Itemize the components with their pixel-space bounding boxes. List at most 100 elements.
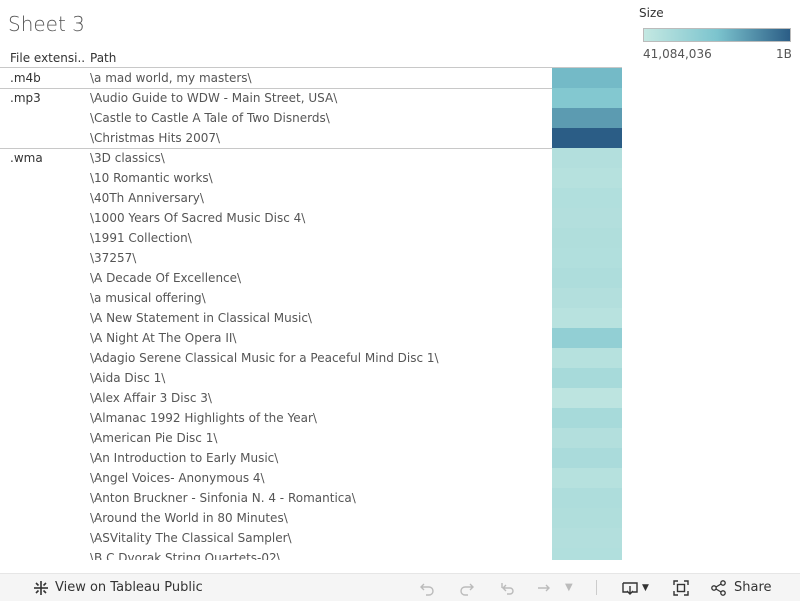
table-row[interactable]: \American Pie Disc 1\ bbox=[0, 428, 622, 448]
size-heat-cell[interactable] bbox=[552, 108, 622, 128]
table-row[interactable]: \1000 Years Of Sacred Music Disc 4\ bbox=[0, 208, 622, 228]
path-label: \ASVitality The Classical Sampler\ bbox=[90, 531, 292, 545]
table-row[interactable]: \An Introduction to Early Music\ bbox=[0, 448, 622, 468]
size-heat-cell[interactable] bbox=[552, 348, 622, 368]
size-heat-cell[interactable] bbox=[552, 208, 622, 228]
table-row[interactable]: \Castle to Castle A Tale of Two Disnerds… bbox=[0, 108, 622, 128]
legend-min-label: 41,084,036 bbox=[643, 47, 712, 61]
legend-max-label: 1B bbox=[776, 47, 792, 61]
path-label: \A Night At The Opera II\ bbox=[90, 331, 237, 345]
size-heat-cell[interactable] bbox=[552, 188, 622, 208]
table-row[interactable]: \A New Statement in Classical Music\ bbox=[0, 308, 622, 328]
size-heat-cell[interactable] bbox=[552, 508, 622, 528]
revert-button[interactable] bbox=[498, 574, 516, 601]
size-heat-cell[interactable] bbox=[552, 428, 622, 448]
size-heat-cell[interactable] bbox=[552, 408, 622, 428]
size-heat-cell[interactable] bbox=[552, 448, 622, 468]
table-row[interactable]: \Christmas Hits 2007\ bbox=[0, 128, 622, 148]
path-label: \An Introduction to Early Music\ bbox=[90, 451, 279, 465]
group-separator bbox=[0, 148, 622, 149]
size-heat-cell[interactable] bbox=[552, 148, 622, 168]
table-row[interactable]: \Around the World in 80 Minutes\ bbox=[0, 508, 622, 528]
size-heat-cell[interactable] bbox=[552, 88, 622, 108]
fullscreen-icon bbox=[673, 579, 689, 596]
undo-icon bbox=[420, 583, 434, 596]
table-row[interactable]: \3D classics\ bbox=[0, 148, 622, 168]
path-label: \a musical offering\ bbox=[90, 291, 206, 305]
size-heat-cell[interactable] bbox=[552, 168, 622, 188]
path-label: \Around the World in 80 Minutes\ bbox=[90, 511, 288, 525]
table-row[interactable]: \Angel Voices- Anonymous 4\ bbox=[0, 468, 622, 488]
revert-icon bbox=[501, 582, 514, 595]
size-heat-cell[interactable] bbox=[552, 288, 622, 308]
path-label: \a mad world, my masters\ bbox=[90, 71, 252, 85]
size-heat-cell[interactable] bbox=[552, 328, 622, 348]
share-button[interactable]: Share bbox=[710, 574, 772, 601]
header-divider bbox=[0, 67, 622, 68]
size-heat-cell[interactable] bbox=[552, 228, 622, 248]
size-heat-cell[interactable] bbox=[552, 268, 622, 288]
size-heat-cell[interactable] bbox=[552, 128, 622, 148]
column-header-path[interactable]: Path bbox=[90, 51, 117, 65]
fullscreen-button[interactable] bbox=[672, 574, 690, 601]
chevron-down-icon: ▼ bbox=[642, 582, 649, 593]
pause-dropdown[interactable]: ▼ bbox=[565, 574, 573, 601]
table-row[interactable]: \Adagio Serene Classical Music for a Pea… bbox=[0, 348, 622, 368]
table-row[interactable]: \A Decade Of Excellence\ bbox=[0, 268, 622, 288]
chevron-down-icon: ▼ bbox=[565, 582, 573, 593]
tableau-toolbar: View on Tableau Public ▼ ▼ Share bbox=[0, 573, 800, 601]
table-row[interactable]: \1991 Collection\ bbox=[0, 228, 622, 248]
group-label-file-extension[interactable]: .wma bbox=[10, 151, 43, 165]
download-icon bbox=[622, 581, 638, 595]
table-row[interactable]: \a musical offering\ bbox=[0, 288, 622, 308]
refresh-button[interactable] bbox=[535, 574, 553, 601]
table-row[interactable]: \ASVitality The Classical Sampler\ bbox=[0, 528, 622, 548]
table-row[interactable]: \10 Romantic works\ bbox=[0, 168, 622, 188]
table-row[interactable]: \Anton Bruckner - Sinfonia N. 4 - Romant… bbox=[0, 488, 622, 508]
share-label: Share bbox=[734, 580, 772, 595]
column-header-file-extension[interactable]: File extensi.. bbox=[10, 51, 86, 65]
table-row[interactable]: \a mad world, my masters\ bbox=[0, 68, 622, 88]
size-heat-cell[interactable] bbox=[552, 468, 622, 488]
undo-button[interactable] bbox=[418, 574, 436, 601]
size-heat-cell[interactable] bbox=[552, 248, 622, 268]
sheet-title: Sheet 3 bbox=[8, 12, 85, 36]
table-row[interactable]: \Alex Affair 3 Disc 3\ bbox=[0, 388, 622, 408]
table-row[interactable]: \37257\ bbox=[0, 248, 622, 268]
size-heat-cell[interactable] bbox=[552, 388, 622, 408]
table-row[interactable]: \B C Dvorak String Quartets-02\ bbox=[0, 548, 622, 560]
path-label: \Christmas Hits 2007\ bbox=[90, 131, 221, 145]
group-label-file-extension[interactable]: .m4b bbox=[10, 71, 41, 85]
view-on-tableau-public-label: View on Tableau Public bbox=[55, 580, 203, 595]
path-label: \1991 Collection\ bbox=[90, 231, 192, 245]
size-heat-cell[interactable] bbox=[552, 368, 622, 388]
path-label: \Anton Bruckner - Sinfonia N. 4 - Romant… bbox=[90, 491, 356, 505]
view-on-tableau-public-button[interactable]: View on Tableau Public bbox=[32, 574, 203, 601]
size-heat-cell[interactable] bbox=[552, 548, 622, 560]
table-row[interactable]: \A Night At The Opera II\ bbox=[0, 328, 622, 348]
group-label-file-extension[interactable]: .mp3 bbox=[10, 91, 41, 105]
group-separator bbox=[0, 88, 622, 89]
legend-color-ramp bbox=[643, 28, 791, 42]
path-label: \American Pie Disc 1\ bbox=[90, 431, 218, 445]
table-row[interactable]: \Almanac 1992 Highlights of the Year\ bbox=[0, 408, 622, 428]
size-heat-cell[interactable] bbox=[552, 488, 622, 508]
redo-button[interactable] bbox=[458, 574, 476, 601]
path-label: \37257\ bbox=[90, 251, 137, 265]
table-row[interactable]: \Audio Guide to WDW - Main Street, USA\ bbox=[0, 88, 622, 108]
path-label: \40Th Anniversary\ bbox=[90, 191, 204, 205]
size-heat-cell[interactable] bbox=[552, 528, 622, 548]
path-label: \Alex Affair 3 Disc 3\ bbox=[90, 391, 212, 405]
path-label: \10 Romantic works\ bbox=[90, 171, 213, 185]
table-row[interactable]: \40Th Anniversary\ bbox=[0, 188, 622, 208]
size-heat-cell[interactable] bbox=[552, 308, 622, 328]
path-label: \B C Dvorak String Quartets-02\ bbox=[90, 551, 281, 560]
download-button[interactable]: ▼ bbox=[621, 574, 649, 601]
path-label: \Castle to Castle A Tale of Two Disnerds… bbox=[90, 111, 330, 125]
size-heat-cell[interactable] bbox=[552, 68, 622, 88]
path-label: \A New Statement in Classical Music\ bbox=[90, 311, 312, 325]
table-row[interactable]: \Aida Disc 1\ bbox=[0, 368, 622, 388]
legend-title: Size bbox=[639, 6, 664, 20]
path-label: \A Decade Of Excellence\ bbox=[90, 271, 242, 285]
path-label: \Angel Voices- Anonymous 4\ bbox=[90, 471, 265, 485]
